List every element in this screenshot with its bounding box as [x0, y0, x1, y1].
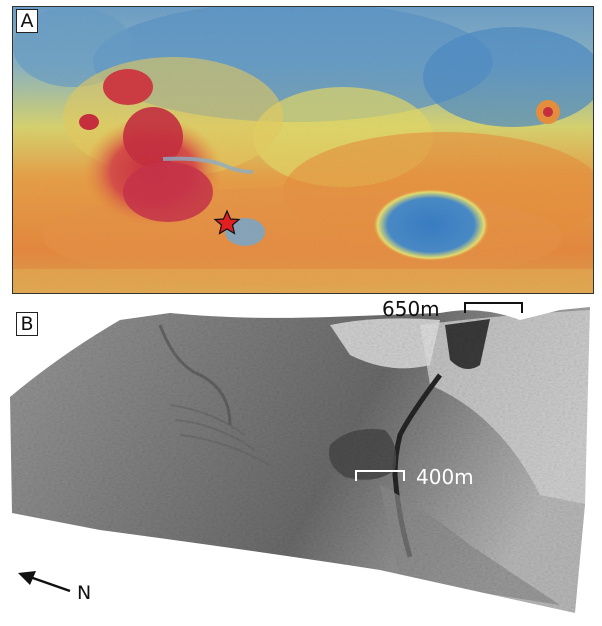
shaded-relief-view — [10, 302, 590, 613]
elevation-map — [13, 7, 593, 293]
panel-label-a: A — [16, 9, 38, 33]
north-label: N — [77, 582, 92, 604]
elevation-map-panel — [12, 6, 594, 294]
site-marker-star — [213, 209, 241, 235]
relief-panel — [0, 295, 602, 626]
scale-bar-650m — [464, 302, 523, 313]
scale-bar-400m — [355, 470, 405, 481]
scale-label-650m: 650m — [382, 297, 440, 321]
scale-label-400m: 400m — [416, 465, 474, 489]
north-arrow-icon — [18, 571, 71, 593]
panel-label-b: B — [16, 312, 38, 336]
